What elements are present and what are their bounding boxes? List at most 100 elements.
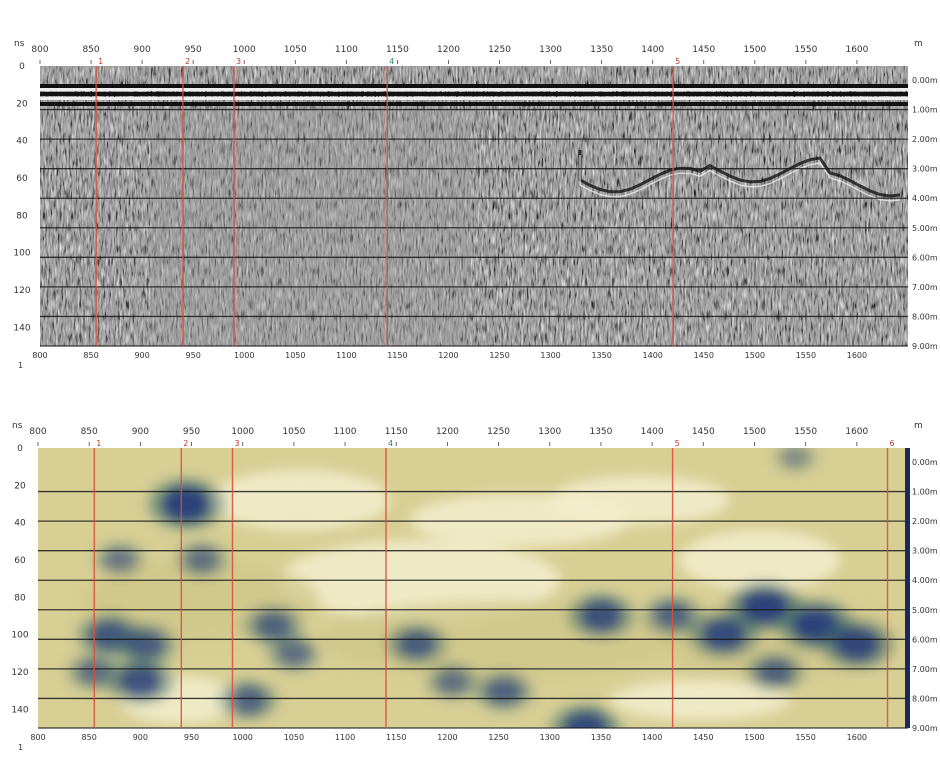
y-tick-label: 80 (14, 593, 26, 603)
y-tick-label: 140 (11, 705, 28, 715)
marker-label: 1 (98, 57, 103, 66)
heatmap-anomaly-core (435, 668, 470, 695)
heatmap-anomaly-core (833, 627, 880, 661)
x-top-tick-label: 1250 (487, 427, 510, 437)
x-top-tick-label: 1450 (692, 427, 715, 437)
x-top-tick-label: 1350 (590, 45, 613, 55)
x-top-tick-label: 800 (31, 45, 48, 55)
x-top-tick-label: 1600 (845, 45, 868, 55)
x-bottom-tick-label: 950 (186, 351, 201, 360)
depth-tick-label: 3.00m (912, 547, 938, 556)
x-bottom-tick-label: 1300 (540, 733, 560, 742)
heatmap-depth-lines (38, 490, 908, 729)
heatmap-anomaly-core (781, 448, 810, 468)
heatmap-anomaly-core (228, 686, 267, 714)
depth-tick-label: 8.00m (912, 694, 938, 703)
y-tick-label: 0 (17, 444, 23, 454)
heatmap-anomaly-core (701, 618, 747, 652)
x-top-tick-label: 900 (134, 45, 151, 55)
radargram-x-bottom-ticks: 800 850 900 950 1000 1050 1100 1150 1200 1250 1300… (32, 351, 867, 360)
heatmap-low-zone (550, 476, 730, 524)
x-bottom-tick-label: 1400 (643, 351, 663, 360)
x-top-tick-label: 950 (185, 45, 202, 55)
surface-reflection-band (40, 92, 908, 96)
depth-tick-label: 0.00m (912, 76, 938, 85)
heatmap-x-unit: m (914, 421, 923, 431)
heatmap-anomaly-core (118, 665, 162, 698)
x-top-tick-label: 800 (29, 427, 46, 437)
heatmap-anomaly-core (254, 611, 293, 640)
heatmap-y-unit: ns (12, 421, 23, 431)
heatmap-anomaly-core (396, 629, 437, 659)
heatmap-depth-ticks: 0.00m 1.00m 2.00m 3.00m 4.00m 5.00m 6.00m 7.00m… (912, 458, 938, 733)
radargram-y-unit: ns (14, 39, 25, 49)
marker-label: 2 (183, 439, 188, 448)
marker-label: 1 (96, 439, 101, 448)
heatmap-anomaly-core (125, 629, 166, 659)
x-bottom-tick-label: 1150 (387, 351, 407, 360)
marker-label: 2 (185, 57, 190, 66)
heatmap-anomaly-core (484, 676, 523, 705)
x-bottom-tick-label: 1500 (745, 351, 765, 360)
x-top-tick-label: 1000 (233, 45, 256, 55)
x-bottom-tick-label: 1600 (847, 351, 867, 360)
depth-tick-label: 5.00m (912, 606, 938, 615)
x-bottom-tick-label: 1000 (234, 351, 254, 360)
x-bottom-tick-label: 1000 (233, 733, 253, 742)
x-bottom-tick-label: 1600 (847, 733, 867, 742)
x-bottom-tick-label: 800 (32, 351, 47, 360)
x-top-tick-label: 1550 (794, 427, 817, 437)
x-top-tick-label: 850 (82, 45, 99, 55)
y-tick-label: 0 (19, 62, 25, 72)
x-bottom-tick-label: 800 (30, 733, 45, 742)
heatmap-anomaly-core (563, 711, 608, 728)
y-tick-label: 140 (13, 323, 30, 333)
surface-reflection-band (40, 102, 908, 106)
heatmap-x-bottom-ticks: 800 850 900 950 1000 1050 1100 1150 1200 1250 1300… (30, 733, 867, 742)
heatmap-blur-group (66, 448, 900, 728)
depth-tick-label: 3.00m (912, 165, 938, 174)
x-top-tick-label: 1450 (692, 45, 715, 55)
x-bottom-tick-label: 1250 (489, 351, 509, 360)
x-bottom-tick-label: 1100 (336, 351, 356, 360)
deep-reflector (578, 150, 901, 198)
x-top-tick-label: 1100 (335, 45, 358, 55)
radargram-markers: 1 2 3 4 5 (95, 57, 680, 346)
marker-label: 4 (389, 57, 394, 66)
marker-label: 6 (890, 439, 895, 448)
radargram-y-ticks: 0 20 40 60 80 100 120 140 (13, 62, 30, 333)
x-top-tick-label: 1050 (284, 45, 307, 55)
heatmap-anomalies (66, 448, 900, 728)
heatmap-anomaly-core (103, 547, 137, 573)
depth-tick-label: 2.00m (912, 517, 938, 526)
y-tick-label: 20 (14, 481, 26, 491)
x-top-tick-label: 1350 (589, 427, 612, 437)
x-bottom-tick-label: 850 (82, 733, 97, 742)
heatmap-y-ticks: 0 20 40 60 80 100 120 140 (11, 444, 28, 715)
x-top-tick-label: 1300 (539, 45, 562, 55)
x-bottom-tick-label: 1450 (694, 351, 714, 360)
x-top-tick-label: 1500 (743, 45, 766, 55)
depth-tick-label: 0.00m (912, 458, 938, 467)
depth-tick-label: 5.00m (912, 224, 938, 233)
x-bottom-tick-label: 1550 (796, 351, 816, 360)
depth-tick-label: 8.00m (912, 312, 938, 321)
depth-tick-label: 7.00m (912, 665, 938, 674)
depth-tick-label: 9.00m (912, 724, 938, 733)
heatmap-low-zone (210, 470, 390, 530)
x-top-tick-label: 1100 (334, 427, 357, 437)
radargram-texture (40, 66, 908, 346)
marker-label: 3 (236, 57, 241, 66)
y-tick-label: 40 (16, 137, 28, 147)
surface-reflection-band (40, 88, 908, 91)
x-top-tick-label: 900 (132, 427, 149, 437)
x-bottom-tick-label: 1350 (591, 733, 611, 742)
x-top-tick-label: 1550 (794, 45, 817, 55)
x-bottom-tick-label: 1550 (795, 733, 815, 742)
x-bottom-tick-label: 1100 (335, 733, 355, 742)
x-bottom-tick-label: 1050 (285, 351, 305, 360)
y-tick-label: 100 (11, 631, 28, 641)
x-top-tick-label: 1000 (231, 427, 254, 437)
depth-tick-label: 4.00m (912, 194, 938, 203)
